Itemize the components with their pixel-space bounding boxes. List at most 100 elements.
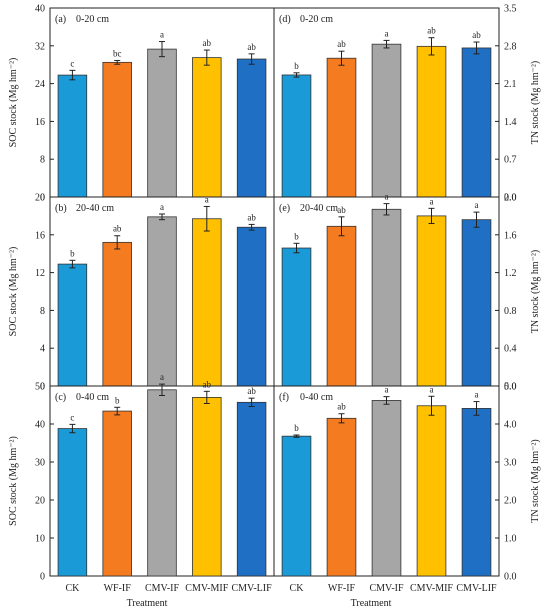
y-tick-label: 0 bbox=[40, 382, 45, 393]
depth-label: 0-20 cm bbox=[76, 14, 109, 25]
y-tick-label: 20 bbox=[35, 496, 45, 507]
x-tick-label: CMV-IF bbox=[369, 583, 404, 594]
y-tick-label: 1.6 bbox=[504, 230, 517, 241]
y-tick-label: 2.0 bbox=[504, 193, 517, 204]
y-tick-label: 40 bbox=[35, 4, 45, 15]
panel-f-tn-0-40: 0.0 1.0 2.0 3.0 4.0 5.0 TN stock (Mg hm⁻²) (f) 0… bbox=[273, 382, 541, 594]
bar bbox=[192, 218, 222, 387]
y-tick-label: 30 bbox=[35, 458, 45, 469]
x-tick-label: CMV-LIF bbox=[456, 583, 497, 594]
bar bbox=[57, 428, 88, 577]
significance-letter: a bbox=[475, 200, 479, 210]
panel-c-soc-0-40: 0 10 20 30 40 50 SOC stock (Mg hm⁻²) (c) 0-40 cm… bbox=[8, 372, 275, 594]
x-tick-label: CMV-MIF bbox=[410, 583, 453, 594]
y-tick-label: 20 bbox=[35, 193, 45, 204]
y-tick-label: 0.4 bbox=[504, 344, 517, 355]
bar bbox=[461, 408, 492, 577]
significance-letter: a bbox=[205, 194, 209, 204]
significance-letter: ab bbox=[427, 26, 436, 36]
significance-letter: b bbox=[294, 61, 299, 71]
y-tick-label: 16 bbox=[35, 117, 45, 128]
y-tick-label: 40 bbox=[35, 420, 45, 431]
bar bbox=[326, 225, 357, 387]
significance-letter: ab bbox=[203, 379, 212, 389]
y-tick-label: 0.7 bbox=[504, 155, 517, 166]
significance-letter: c bbox=[70, 412, 74, 422]
y-tick-label: 24 bbox=[35, 79, 45, 90]
depth-label: 0-20 cm bbox=[300, 14, 333, 25]
significance-letter: ab bbox=[472, 30, 481, 40]
y-tick-label: 0 bbox=[40, 193, 45, 204]
bar bbox=[416, 405, 447, 577]
depth-label: 20-40 cm bbox=[300, 203, 338, 214]
bar bbox=[461, 47, 492, 198]
x-tick-label: WF-IF bbox=[104, 583, 132, 594]
bar bbox=[371, 208, 402, 387]
significance-letter: a bbox=[385, 28, 389, 38]
panel-label: (f) bbox=[279, 392, 289, 403]
y-tick-label: 3.0 bbox=[504, 458, 517, 469]
y-axis-title: TN stock (Mg hm⁻²) bbox=[530, 250, 541, 334]
significance-letter: ab bbox=[247, 212, 256, 222]
y-tick-label: 3.5 bbox=[504, 4, 517, 15]
y-axis-title: SOC stock (Mg hm⁻²) bbox=[8, 247, 19, 337]
bar bbox=[236, 58, 267, 198]
significance-letter: ab bbox=[247, 386, 256, 396]
y-tick-label: 5.0 bbox=[504, 382, 517, 393]
significance-letter: ab bbox=[113, 224, 122, 234]
y-tick-label: 2.0 bbox=[504, 496, 517, 507]
significance-letter: a bbox=[160, 372, 164, 382]
y-axis-title: SOC stock (Mg hm⁻²) bbox=[8, 58, 19, 148]
y-tick-label: 32 bbox=[35, 41, 45, 52]
bar bbox=[281, 247, 312, 387]
significance-letter: b bbox=[70, 248, 75, 258]
y-tick-label: 1.0 bbox=[504, 534, 517, 545]
x-tick-label: CMV-LIF bbox=[231, 583, 272, 594]
y-tick-label: 10 bbox=[35, 534, 45, 545]
y-tick-label: 8 bbox=[40, 306, 45, 317]
bar bbox=[147, 389, 177, 577]
y-axis-title: TN stock (Mg hm⁻²) bbox=[530, 439, 541, 523]
significance-letter: ab bbox=[337, 402, 346, 412]
y-axis-title: SOC stock (Mg hm⁻²) bbox=[8, 436, 19, 526]
significance-letter: c bbox=[70, 58, 74, 68]
y-tick-label: 50 bbox=[35, 382, 45, 393]
y-tick-label: 4 bbox=[40, 344, 45, 355]
panel-a-soc-0-20: 0 8 16 24 32 40 SOC stock (Mg hm⁻²) (a) 0-20 cm c… bbox=[8, 4, 275, 204]
bar bbox=[461, 219, 492, 387]
panel-label: (a) bbox=[55, 14, 66, 25]
bar bbox=[281, 74, 312, 198]
y-tick-label: 16 bbox=[35, 230, 45, 241]
x-tick-label: CK bbox=[290, 583, 305, 594]
bar bbox=[147, 48, 177, 198]
significance-letter: a bbox=[160, 202, 164, 212]
x-tick-label: CK bbox=[65, 583, 80, 594]
y-tick-label: 2.8 bbox=[504, 41, 517, 52]
bar bbox=[326, 417, 357, 577]
bar bbox=[371, 400, 402, 577]
depth-label: 0-40 cm bbox=[300, 392, 333, 403]
panel-label: (b) bbox=[55, 203, 67, 214]
depth-label: 20-40 cm bbox=[76, 203, 114, 214]
significance-letter: a bbox=[160, 30, 164, 40]
bar bbox=[236, 401, 267, 577]
y-tick-label: 0.0 bbox=[504, 193, 517, 204]
bar bbox=[326, 57, 357, 198]
y-tick-label: 1.2 bbox=[504, 268, 517, 279]
depth-label: 0-40 cm bbox=[76, 392, 109, 403]
significance-letter: a bbox=[430, 384, 434, 394]
y-tick-label: 4.0 bbox=[504, 420, 517, 431]
panel-e-tn-20-40: 0.0 0.4 0.8 1.2 1.6 2.0 TN stock (Mg hm⁻²) (e) 2… bbox=[273, 192, 541, 393]
y-axis-title: TN stock (Mg hm⁻²) bbox=[530, 61, 541, 145]
significance-letter: b bbox=[115, 395, 120, 405]
significance-letter: bc bbox=[113, 48, 122, 58]
significance-letter: ab bbox=[247, 42, 256, 52]
x-tick-label: WF-IF bbox=[328, 583, 356, 594]
panel-label: (d) bbox=[279, 14, 291, 25]
bar bbox=[236, 226, 267, 387]
panel-d-tn-0-20: 0.0 0.7 1.4 2.1 2.8 3.5 TN stock (Mg hm⁻²) (d) 0… bbox=[273, 4, 541, 204]
panel-label: (c) bbox=[55, 392, 66, 403]
significance-letter: ab bbox=[337, 39, 346, 49]
bar bbox=[102, 410, 132, 577]
